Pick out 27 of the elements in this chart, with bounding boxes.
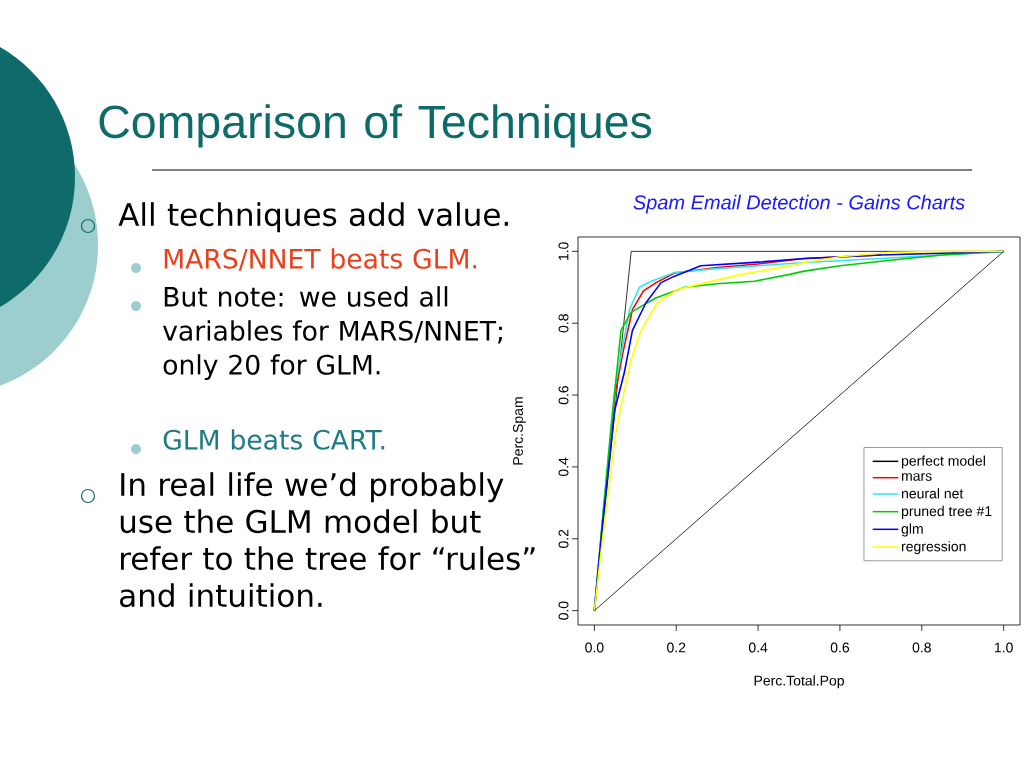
y-tick-label: 0.8 <box>558 314 569 333</box>
y-tick-label: 0.2 <box>558 529 569 548</box>
x-tick-label: 0.8 <box>912 642 931 653</box>
legend-label: glm <box>901 523 923 537</box>
y-tick-label: 0.6 <box>558 385 569 405</box>
y-axis-title: Perc.Spam <box>513 397 526 465</box>
text: Comparison of Techniques <box>99 104 652 148</box>
x-tick-label: 0.6 <box>830 642 850 653</box>
x-axis-title: Perc.Total.Pop <box>754 675 844 689</box>
text: In real life we’d probably use the GLM model but refer to the tree for “rules” and intuition. <box>120 472 535 608</box>
x-tick-label: 0.2 <box>667 642 686 653</box>
chart-title: Spam Email Detection - Gains Charts <box>633 194 965 214</box>
y-tick-label: 1.0 <box>558 242 569 261</box>
x-tick-label: 1.0 <box>994 642 1013 653</box>
x-tick-label: 0.4 <box>748 642 768 653</box>
text: GLM beats CART. <box>163 429 385 450</box>
legend-label: pruned tree #1 <box>901 505 992 519</box>
legend-label: regression <box>901 541 966 555</box>
legend-label: perfect model <box>901 455 985 469</box>
text: All techniques add value. <box>118 202 508 233</box>
legend-label: neural net <box>901 488 964 499</box>
y-tick-label: 0.0 <box>558 601 569 620</box>
x-tick-label: 0.0 <box>585 642 604 653</box>
y-tick-label: 0.4 <box>558 457 569 477</box>
legend-label: mars <box>901 473 932 481</box>
text: But note: we used all variables for MARS/NNET; only 20 for GLM. <box>163 286 502 380</box>
text: MARS/NNET beats GLM. <box>164 248 477 271</box>
